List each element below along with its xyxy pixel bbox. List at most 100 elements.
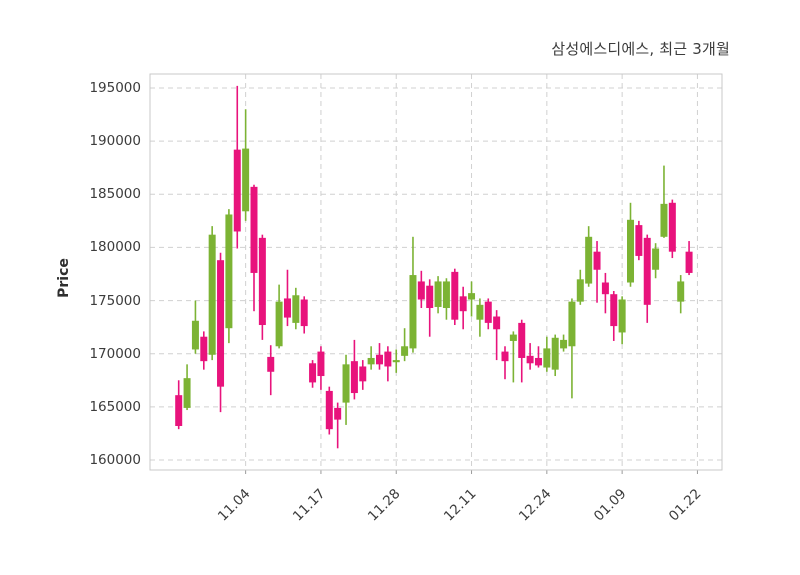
candle-body	[442, 281, 450, 309]
candle-up	[560, 334, 568, 352]
candle-body	[585, 236, 593, 284]
candle-body	[283, 298, 291, 318]
candle-body	[601, 282, 609, 295]
candle-body	[191, 320, 199, 350]
candle-up	[434, 276, 442, 314]
candle-body	[217, 260, 225, 387]
candle-body	[300, 299, 308, 327]
candle-down	[334, 402, 342, 449]
plot-background	[150, 74, 722, 470]
candle-down	[325, 386, 333, 435]
candle-up	[627, 202, 635, 287]
candle-body	[242, 148, 250, 212]
candle-up	[342, 354, 350, 425]
candle-down	[601, 272, 609, 314]
candle-body	[334, 407, 342, 420]
candle-up	[543, 336, 551, 372]
candle-body	[493, 316, 501, 330]
candle-down	[635, 220, 643, 261]
candle-up	[568, 298, 576, 399]
candle-down	[593, 241, 601, 303]
candle-body	[200, 336, 208, 362]
candle-body	[434, 281, 442, 307]
candle-up	[476, 298, 484, 337]
candle-body	[568, 301, 576, 347]
candle-up	[468, 281, 476, 317]
candle-body	[275, 301, 283, 347]
y-tick-label: 185000	[89, 186, 141, 203]
candle-up	[551, 334, 559, 377]
candle-body	[543, 348, 551, 368]
candle-down	[258, 234, 266, 340]
candle-body	[551, 337, 559, 370]
candle-down	[300, 296, 308, 334]
candle-down	[426, 279, 434, 337]
candle-body	[468, 293, 476, 300]
candle-body	[417, 281, 425, 300]
candle-body	[342, 364, 350, 403]
candle-up	[242, 109, 250, 221]
candle-body	[208, 234, 216, 355]
candle-up	[292, 287, 300, 330]
candle-down	[200, 331, 208, 370]
candle-body	[367, 357, 375, 365]
candle-body	[610, 294, 618, 327]
candle-body	[668, 202, 676, 252]
candle-down	[350, 339, 358, 400]
candle-down	[384, 346, 392, 382]
candle-body	[325, 390, 333, 430]
candle-down	[317, 346, 325, 390]
candle-body	[451, 271, 459, 320]
candle-body	[392, 360, 400, 363]
y-tick-label: 180000	[89, 239, 141, 256]
candle-up	[509, 331, 517, 383]
candle-body	[175, 395, 183, 426]
candle-down	[250, 184, 258, 312]
candle-down	[518, 319, 526, 383]
chart-title: 삼성에스디에스, 최근 3개월	[551, 40, 730, 58]
candle-body	[225, 214, 233, 329]
candle-down	[493, 310, 501, 361]
candle-body	[593, 251, 601, 270]
candle-body	[627, 219, 635, 283]
candle-body	[685, 251, 693, 273]
candle-body	[518, 322, 526, 358]
candle-up	[208, 226, 216, 361]
candle-up	[618, 296, 626, 345]
candle-body	[250, 186, 258, 273]
candle-body	[384, 351, 392, 367]
candle-down	[233, 85, 241, 249]
candle-down	[359, 360, 367, 390]
candle-down	[376, 343, 384, 370]
candle-body	[643, 237, 651, 305]
candle-body	[317, 351, 325, 377]
candle-body	[350, 361, 358, 394]
candle-up	[367, 346, 375, 370]
candle-up	[576, 269, 584, 305]
candle-down	[668, 199, 676, 259]
candle-body	[376, 354, 384, 365]
candle-body	[534, 357, 542, 366]
candle-body	[652, 248, 660, 270]
candle-body	[509, 334, 517, 341]
candle-up	[677, 275, 685, 314]
candle-up	[585, 226, 593, 287]
y-tick-label: 165000	[89, 398, 141, 415]
candle-up	[652, 243, 660, 279]
candle-body	[401, 346, 409, 356]
candle-body	[635, 225, 643, 256]
candle-down	[526, 343, 534, 370]
candle-up	[392, 349, 400, 373]
candle-body	[677, 281, 685, 302]
candle-body	[233, 149, 241, 232]
candle-down	[283, 269, 291, 327]
y-tick-label: 195000	[89, 80, 141, 96]
candle-body	[576, 279, 584, 302]
candle-up	[409, 236, 417, 353]
candle-down	[501, 346, 509, 380]
candle-up	[401, 328, 409, 362]
candle-body	[359, 366, 367, 382]
candle-down	[309, 360, 317, 388]
